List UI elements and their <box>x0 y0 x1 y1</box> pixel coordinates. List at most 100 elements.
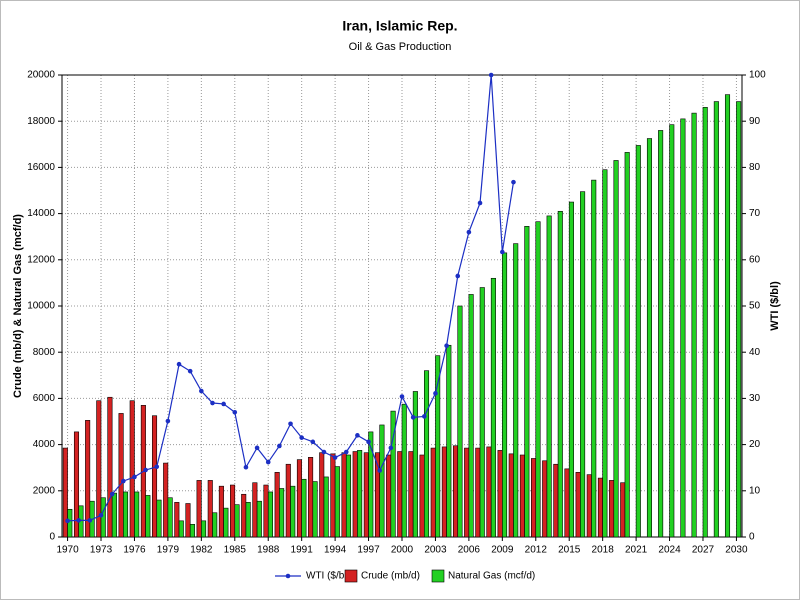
bar <box>123 491 129 538</box>
bar <box>408 451 414 538</box>
bar <box>441 446 447 538</box>
bar <box>263 484 269 538</box>
x-tick-label: 1991 <box>291 545 314 556</box>
bar <box>129 400 135 538</box>
legend-swatch <box>344 569 358 583</box>
bar <box>256 500 262 538</box>
bar <box>386 454 392 538</box>
bar <box>341 452 347 538</box>
line-point <box>210 400 215 406</box>
bar <box>513 243 519 538</box>
bar <box>531 458 537 538</box>
bar <box>290 485 296 538</box>
bar <box>401 403 407 538</box>
bar <box>207 480 213 538</box>
bar <box>586 474 592 538</box>
line-point <box>109 491 115 497</box>
line-point <box>65 518 70 524</box>
legend-label: Crude (mb/d) <box>361 571 420 582</box>
x-tick-label: 2015 <box>558 545 581 556</box>
line-point <box>176 361 182 367</box>
bar <box>73 431 80 538</box>
y-tick-label: 0 <box>49 532 55 543</box>
bar <box>457 305 463 538</box>
line-point <box>299 435 304 440</box>
line-point <box>377 468 383 473</box>
y-tick-label: 6000 <box>33 393 56 404</box>
legend-swatch <box>431 569 445 583</box>
bar <box>390 410 396 538</box>
line-point <box>444 343 449 349</box>
x-tick-label: 2018 <box>592 545 615 556</box>
line-point <box>154 464 160 470</box>
bar <box>201 520 207 538</box>
bar <box>107 396 113 538</box>
bar <box>624 152 630 538</box>
bar <box>308 457 314 538</box>
bar <box>189 523 195 538</box>
y-axis-title: Crude (mb/d) & Natural Gas (mcf/d) <box>12 214 24 398</box>
bar <box>111 492 117 538</box>
bar <box>435 355 441 538</box>
line-point <box>265 459 271 465</box>
line-point <box>98 512 104 518</box>
x-tick-label: 1973 <box>90 545 113 556</box>
line-point <box>277 443 282 449</box>
bar <box>196 480 202 538</box>
bar <box>691 112 697 538</box>
x-tick-label: 2027 <box>692 545 715 556</box>
bar <box>156 499 162 538</box>
y2-tick-label: 100 <box>749 70 766 81</box>
bar <box>724 94 731 538</box>
y2-tick-label: 20 <box>749 439 761 450</box>
line-point <box>332 455 338 460</box>
bar <box>557 210 563 538</box>
bar <box>564 468 570 538</box>
y-tick-label: 10000 <box>27 301 55 312</box>
line-point <box>187 368 193 374</box>
bar <box>345 454 352 538</box>
bar <box>296 459 302 538</box>
bar <box>274 472 280 538</box>
bar <box>430 447 436 538</box>
bar <box>553 463 559 538</box>
bar <box>452 445 459 538</box>
bar <box>613 160 619 538</box>
bar <box>178 520 184 538</box>
x-tick-label: 2024 <box>658 545 681 556</box>
bar <box>669 124 675 538</box>
x-tick-label: 1976 <box>123 545 146 556</box>
bar <box>423 370 430 538</box>
bar <box>535 221 541 538</box>
bar <box>330 453 336 538</box>
x-tick-label: 1970 <box>56 545 79 556</box>
bar <box>285 463 291 538</box>
line-point <box>488 72 494 78</box>
bar <box>575 472 581 538</box>
x-tick-label: 2000 <box>391 545 414 556</box>
line-point <box>221 401 226 407</box>
x-tick-label: 1982 <box>190 545 213 556</box>
bar <box>486 446 492 538</box>
bar <box>713 101 719 538</box>
y-tick-label: 20000 <box>27 70 55 81</box>
bar <box>542 460 548 538</box>
line-point <box>132 474 137 480</box>
bar <box>85 420 91 538</box>
bar <box>475 447 481 538</box>
chart-title: Iran, Islamic Rep. <box>342 18 457 34</box>
line-point <box>433 391 438 396</box>
bar <box>312 481 318 538</box>
y-tick-label: 14000 <box>27 208 55 219</box>
bar <box>502 252 508 538</box>
line-point <box>87 518 93 523</box>
bar <box>134 491 140 538</box>
line-point <box>477 200 483 206</box>
bar <box>568 201 574 538</box>
line-point <box>388 445 394 451</box>
bar <box>279 488 285 538</box>
bar <box>223 507 229 538</box>
chart-subtitle: Oil & Gas Production <box>349 41 452 53</box>
bar <box>357 450 363 538</box>
